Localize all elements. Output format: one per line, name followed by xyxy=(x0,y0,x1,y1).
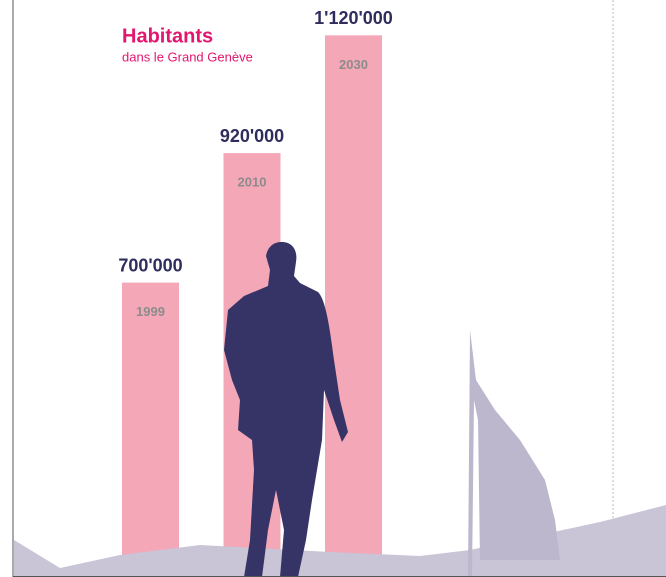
chart: 1999 2010 2030 Habitants dans le Grand Gen… xyxy=(0,0,666,577)
category-label: 1999 xyxy=(136,304,165,319)
chart-title: Habitants xyxy=(122,25,213,47)
value-label: 700'000 xyxy=(118,255,182,275)
bar xyxy=(122,283,179,577)
bar xyxy=(325,35,382,577)
value-label: 1'120'000 xyxy=(314,8,393,28)
category-label: 2010 xyxy=(238,175,267,190)
category-label: 2030 xyxy=(339,57,368,72)
page: 1999 2010 2030 Habitants dans le Grand Gen… xyxy=(0,0,666,577)
chart-subtitle: dans le Grand Genève xyxy=(122,49,253,64)
value-label: 920'000 xyxy=(220,126,284,146)
jet-d-eau xyxy=(468,330,560,577)
